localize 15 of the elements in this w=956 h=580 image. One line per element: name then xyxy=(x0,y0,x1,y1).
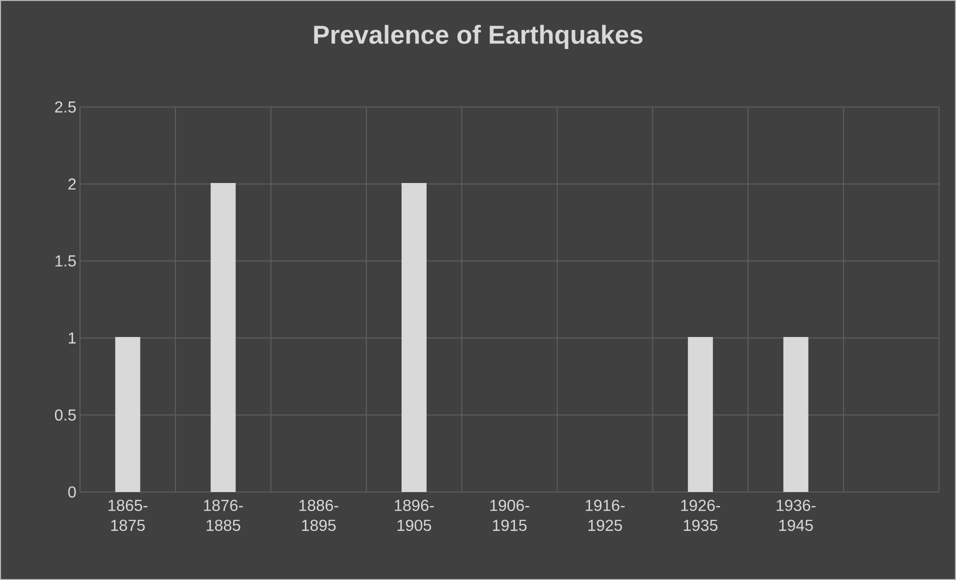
y-tick-label: 1 xyxy=(68,332,76,344)
x-tick-label: 1886-1895 xyxy=(299,500,338,531)
y-tick-label: 1.5 xyxy=(56,255,76,267)
x-tick-label: 1865-1875 xyxy=(108,500,148,531)
x-tick-label: 1926-1935 xyxy=(681,500,720,531)
y-tick-label: 0 xyxy=(68,486,76,498)
y-tick-label: 2 xyxy=(68,178,76,190)
y-tick-label: 0.5 xyxy=(54,409,76,421)
y-tick-label: 2.5 xyxy=(55,101,76,113)
x-tick-label: 1896-1905 xyxy=(394,500,434,531)
x-tick-label: 1936-1945 xyxy=(776,500,816,531)
chart-title: Prevalence of Earthquakes xyxy=(314,24,642,50)
x-tick-label: 1906-1915 xyxy=(490,500,530,531)
x-tick-label: 1876-1885 xyxy=(204,500,243,531)
x-tick-label: 1916-1925 xyxy=(586,500,625,531)
